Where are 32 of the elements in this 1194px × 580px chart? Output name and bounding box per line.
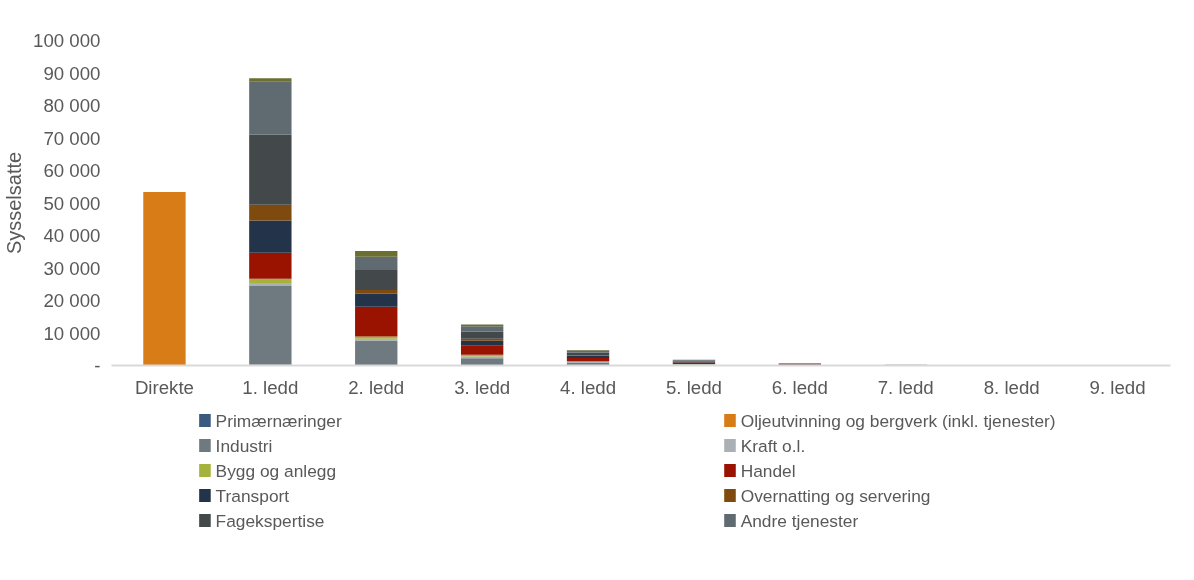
legend-label: Transport — [215, 485, 290, 506]
y-tick-label: 70 000 — [43, 127, 101, 149]
y-tick-label: 20 000 — [43, 290, 101, 311]
x-tick-label: 2. ledd — [348, 376, 405, 398]
y-tick-label: 40 000 — [43, 225, 101, 246]
y-tick-label: 10 000 — [43, 322, 101, 344]
x-tick-label: 5. ledd — [665, 376, 722, 398]
x-tick-label: 8. ledd — [983, 376, 1040, 398]
y-tick-label: 60 000 — [43, 160, 101, 181]
legend-label: Industri — [215, 435, 273, 456]
y-tick-label: - — [94, 355, 101, 376]
legend-label: Kraft o.l. — [740, 435, 806, 456]
x-tick-label: 4. ledd — [560, 376, 617, 398]
legend-label: Handel — [740, 460, 796, 481]
x-tick-label: Direkte — [134, 376, 194, 398]
y-tick-label: 50 000 — [43, 192, 101, 214]
legend-label: Oljeutvinning og bergverk (inkl. tjenester) — [740, 410, 1056, 431]
legend-label: Andre tjenester — [740, 510, 859, 531]
x-tick-label: 9. ledd — [1089, 376, 1146, 398]
y-tick-label: 100 000 — [33, 30, 101, 51]
y-tick-label: 30 000 — [43, 257, 101, 279]
y-tick-label: 80 000 — [43, 95, 101, 116]
y-tick-label: 90 000 — [43, 62, 101, 84]
legend-label: Fagekspertise — [215, 510, 325, 531]
x-tick-label: 3. ledd — [454, 376, 511, 398]
legend-label: Overnatting og servering — [740, 485, 931, 506]
y-axis-title: Sysselsatte — [3, 151, 26, 255]
legend-label: Bygg og anlegg — [215, 460, 337, 481]
x-tick-label: 6. ledd — [771, 376, 828, 398]
x-tick-label: 7. ledd — [877, 376, 934, 398]
x-tick-label: 1. ledd — [242, 376, 299, 398]
legend-label: Primærnæringer — [215, 410, 342, 431]
